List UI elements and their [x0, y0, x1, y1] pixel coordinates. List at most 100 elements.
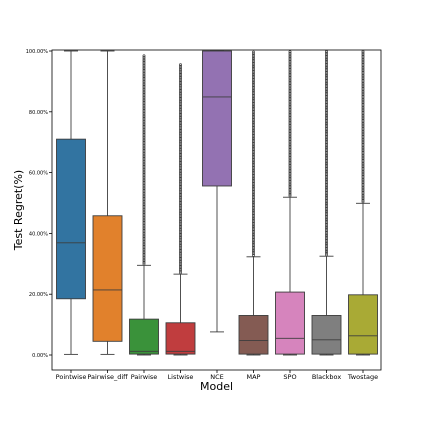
outlier-point	[361, 192, 365, 196]
outlier-point	[252, 213, 255, 217]
outlier-point	[142, 236, 146, 240]
outlier-point	[361, 96, 365, 100]
outlier-point	[179, 176, 182, 180]
outlier-point	[252, 193, 255, 196]
outlier-point	[288, 139, 292, 143]
outlier-point	[252, 111, 255, 115]
outlier-point	[325, 221, 328, 225]
outlier-point	[325, 250, 328, 253]
outlier-point	[179, 208, 182, 212]
outlier-point	[142, 212, 146, 216]
outlier-point	[325, 240, 328, 244]
outlier-points	[179, 63, 182, 275]
box-body	[56, 138, 86, 300]
outlier-point	[252, 130, 255, 134]
outlier-point	[361, 91, 365, 95]
outlier-point	[252, 178, 255, 182]
outlier-point	[325, 150, 328, 154]
outlier-point	[361, 158, 365, 162]
outlier-point	[325, 138, 328, 141]
outlier-point	[325, 194, 328, 197]
outlier-point	[252, 132, 255, 136]
outlier-point	[288, 186, 292, 190]
outlier-point	[325, 173, 328, 177]
outlier-point	[288, 66, 292, 70]
outlier-point	[142, 67, 146, 71]
outlier-point	[252, 109, 255, 113]
outlier-point	[325, 117, 328, 121]
outlier-point	[252, 252, 255, 256]
outlier-point	[179, 224, 182, 228]
outlier-point	[325, 54, 328, 58]
outlier-point	[252, 249, 255, 252]
outlier-point	[288, 106, 292, 110]
outlier-point	[252, 165, 255, 169]
outlier-point	[179, 64, 182, 68]
outlier-point	[252, 50, 255, 54]
outlier-point	[252, 93, 255, 97]
outlier-point	[252, 143, 255, 147]
outlier-point	[288, 59, 292, 63]
outlier-point	[288, 69, 292, 73]
outlier-point	[325, 58, 328, 61]
outlier-point	[288, 99, 292, 103]
outlier-point	[325, 195, 328, 199]
outlier-point	[325, 166, 328, 170]
outlier-point	[252, 212, 255, 216]
outlier-point	[179, 119, 182, 123]
outlier-point	[361, 153, 365, 157]
outlier-point	[325, 51, 328, 55]
outlier-point	[288, 90, 292, 94]
outlier-point	[142, 230, 146, 234]
outlier-point	[179, 154, 182, 158]
outlier-point	[252, 234, 255, 238]
outlier-point	[288, 125, 292, 129]
y-tick-label: 100.00%	[26, 49, 48, 55]
outlier-point	[142, 255, 146, 259]
x-axis: Pointwise Pairwise_diff Pairwise Listwise NC…	[56, 370, 378, 381]
outlier-points	[361, 49, 365, 204]
outlier-point	[288, 71, 292, 74]
outlier-point	[288, 163, 292, 167]
outlier-point	[252, 68, 255, 72]
outlier-point	[142, 111, 146, 115]
outlier-point	[142, 187, 146, 191]
outlier-point	[361, 67, 365, 71]
y-tick-label: 0.00%	[32, 353, 48, 359]
outlier-point	[325, 126, 328, 130]
outlier-point	[288, 104, 292, 108]
outlier-point	[325, 237, 328, 241]
outlier-point	[142, 169, 146, 173]
outlier-point	[142, 131, 146, 135]
x-tick-label: NCE	[210, 373, 224, 381]
outlier-point	[288, 103, 292, 106]
outlier-point	[361, 112, 365, 116]
outlier-point	[325, 219, 328, 223]
outlier-point	[361, 115, 365, 119]
outlier-point	[142, 79, 146, 83]
box-body	[275, 291, 305, 355]
box-body	[129, 318, 159, 355]
outlier-point	[252, 114, 255, 118]
y-tick-label: 80.00%	[29, 110, 48, 116]
outlier-point	[252, 69, 255, 73]
outlier-point	[142, 185, 146, 189]
outlier-point	[179, 157, 182, 161]
outlier-point	[252, 172, 255, 176]
outlier-point	[179, 261, 182, 265]
outlier-point	[142, 143, 146, 147]
outlier-point	[179, 144, 182, 148]
outlier-point	[252, 183, 255, 187]
outlier-point	[325, 152, 328, 156]
outlier-point	[325, 53, 328, 57]
outlier-point	[288, 109, 292, 113]
outlier-point	[252, 55, 255, 59]
outlier-point	[288, 130, 292, 134]
outlier-point	[142, 102, 146, 106]
outlier-point	[325, 198, 328, 202]
outlier-point	[142, 71, 146, 75]
outlier-point	[179, 267, 182, 271]
outlier-point	[361, 174, 365, 178]
outlier-point	[361, 181, 365, 185]
outlier-point	[179, 170, 182, 174]
